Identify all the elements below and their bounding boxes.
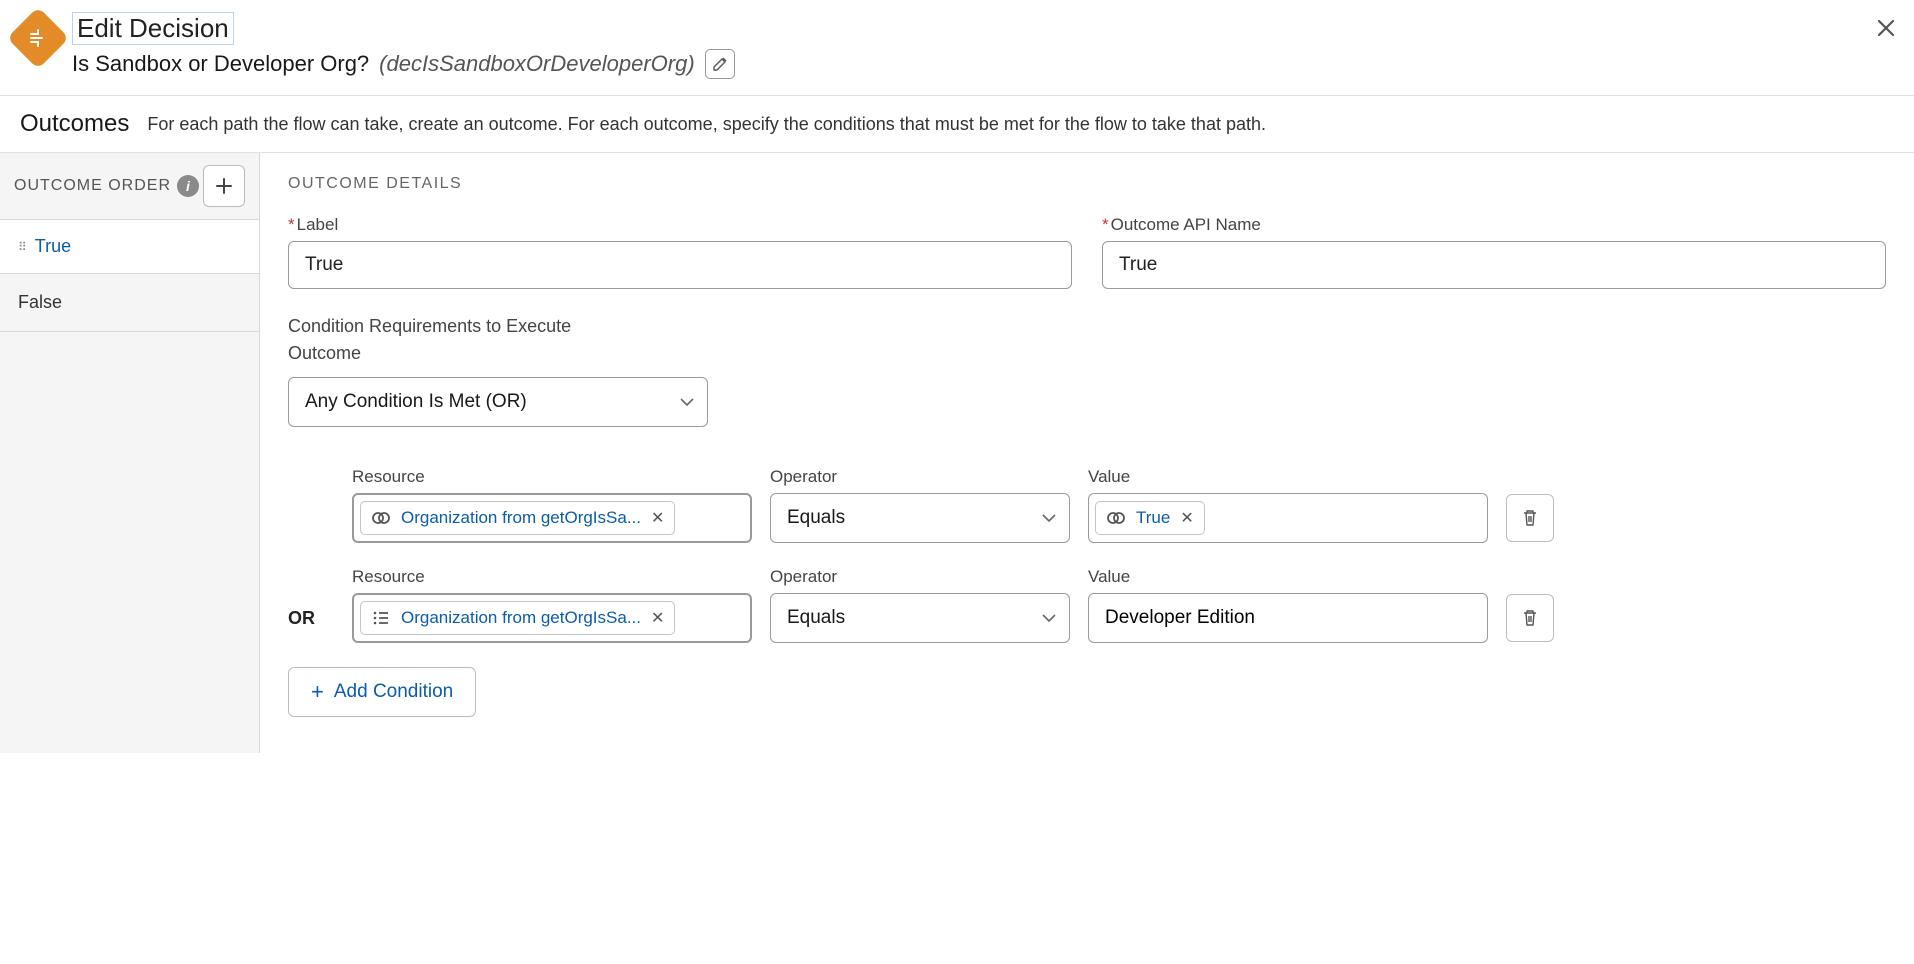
remove-pill-button[interactable]: ✕: [649, 608, 666, 628]
api-name-field-label: *Outcome API Name: [1102, 215, 1886, 235]
resource-input[interactable]: Organization from getOrgIsSa... ✕: [352, 493, 752, 543]
trash-icon: [1521, 509, 1539, 527]
resource-pill: Organization from getOrgIsSa... ✕: [360, 501, 675, 535]
outcome-item-label: True: [35, 236, 71, 257]
value-pill: True ✕: [1095, 501, 1205, 535]
list-icon: [369, 606, 393, 630]
outcome-item-default[interactable]: False: [0, 274, 259, 332]
info-icon[interactable]: i: [177, 175, 199, 197]
operator-select[interactable]: Equals: [770, 593, 1070, 643]
plus-icon: +: [311, 679, 324, 705]
resource-col-label: Resource: [352, 567, 752, 587]
close-icon: [1876, 18, 1896, 38]
add-outcome-button[interactable]: [203, 165, 245, 207]
details-heading: OUTCOME DETAILS: [288, 175, 1886, 193]
label-input[interactable]: [288, 241, 1072, 289]
logic-operator: OR: [288, 608, 334, 643]
modal-header: Edit Decision Is Sandbox or Developer Or…: [0, 0, 1914, 96]
outcome-order-label: OUTCOME ORDER: [14, 176, 171, 197]
delete-condition-button[interactable]: [1506, 494, 1554, 542]
trash-icon: [1521, 609, 1539, 627]
edit-label-button[interactable]: [705, 49, 735, 79]
outcome-details: OUTCOME DETAILS *Label *Outcome API Name…: [260, 153, 1914, 753]
condition-row: Resource Organization from getOrgIsSa...…: [288, 467, 1886, 543]
remove-pill-button[interactable]: ✕: [1178, 508, 1195, 528]
api-name-input[interactable]: [1102, 241, 1886, 289]
resource-pill: Organization from getOrgIsSa... ✕: [360, 601, 675, 635]
decision-icon: [7, 7, 69, 69]
outcome-sidebar: OUTCOME ORDER i ⠿ True False: [0, 153, 260, 753]
main-area: OUTCOME ORDER i ⠿ True False OUTCOME DET…: [0, 153, 1914, 753]
outcome-default-label: False: [18, 292, 62, 312]
decision-api-name: (decIsSandboxOrDeveloperOrg): [379, 51, 694, 77]
operator-col-label: Operator: [770, 567, 1070, 587]
condition-row: OR Resource Organization from getOrgIsSa…: [288, 567, 1886, 643]
resource-col-label: Resource: [352, 467, 752, 487]
value-input[interactable]: True ✕: [1088, 493, 1488, 543]
outcomes-help-text: For each path the flow can take, create …: [147, 114, 1266, 135]
drag-handle-icon[interactable]: ⠿: [18, 244, 25, 250]
record-icon: [369, 506, 393, 530]
sidebar-header: OUTCOME ORDER i: [0, 153, 259, 220]
remove-pill-button[interactable]: ✕: [649, 508, 666, 528]
conditions-list: Resource Organization from getOrgIsSa...…: [288, 467, 1886, 717]
plus-icon: [215, 177, 233, 195]
resource-input[interactable]: Organization from getOrgIsSa... ✕: [352, 593, 752, 643]
outcomes-bar: Outcomes For each path the flow can take…: [0, 96, 1914, 153]
outcomes-heading: Outcomes: [20, 110, 129, 138]
close-button[interactable]: [1872, 14, 1900, 42]
operator-select[interactable]: Equals: [770, 493, 1070, 543]
value-col-label: Value: [1088, 567, 1488, 587]
modal-title: Edit Decision: [72, 12, 234, 45]
resource-pill-text: Organization from getOrgIsSa...: [401, 608, 641, 628]
condition-requirements-label: Condition Requirements to Execute Outcom…: [288, 313, 608, 367]
label-field-label: *Label: [288, 215, 1072, 235]
value-pill-text: True: [1136, 508, 1170, 528]
delete-condition-button[interactable]: [1506, 594, 1554, 642]
condition-requirements-select[interactable]: Any Condition Is Met (OR): [288, 377, 708, 427]
record-icon: [1104, 506, 1128, 530]
outcome-item-true[interactable]: ⠿ True: [0, 220, 259, 274]
decision-label: Is Sandbox or Developer Org?: [72, 51, 369, 77]
resource-pill-text: Organization from getOrgIsSa...: [401, 508, 641, 528]
add-condition-button[interactable]: + Add Condition: [288, 667, 476, 717]
operator-col-label: Operator: [770, 467, 1070, 487]
value-col-label: Value: [1088, 467, 1488, 487]
pencil-icon: [712, 56, 728, 72]
value-text-input[interactable]: [1088, 593, 1488, 643]
